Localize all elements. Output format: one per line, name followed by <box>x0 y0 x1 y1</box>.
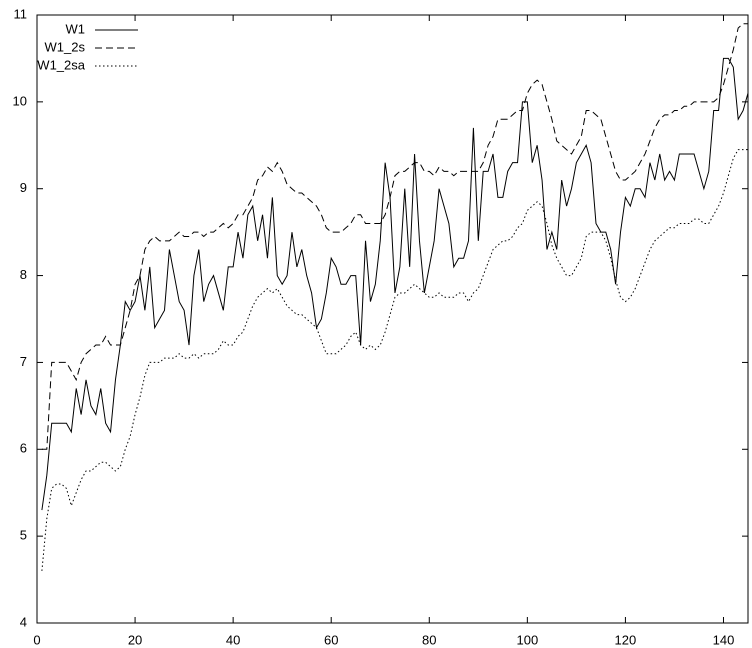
y-tick-label: 10 <box>13 93 27 108</box>
y-tick-label: 4 <box>20 614 27 629</box>
series-line <box>41 57 749 511</box>
x-tick-label: 40 <box>226 632 240 647</box>
y-tick-label: 9 <box>20 180 27 195</box>
x-tick-label: 0 <box>33 632 40 647</box>
x-tick-label: 120 <box>615 632 637 647</box>
y-tick-label: 8 <box>20 267 27 282</box>
x-tick-label: 60 <box>324 632 338 647</box>
legend-label: W1_2sa <box>37 57 85 72</box>
x-tick-label: 20 <box>128 632 142 647</box>
y-tick-label: 11 <box>14 6 28 21</box>
series-line <box>41 149 748 571</box>
x-tick-label: 80 <box>422 632 436 647</box>
series-line <box>41 23 748 450</box>
y-tick-label: 6 <box>20 441 27 456</box>
legend-label: W1_2s <box>45 39 86 54</box>
y-tick-label: 7 <box>20 354 27 369</box>
y-tick-label: 5 <box>20 528 27 543</box>
plot-frame <box>36 14 749 624</box>
x-tick-label: 100 <box>516 632 538 647</box>
legend-label: W1 <box>66 21 86 36</box>
x-tick-label: 140 <box>713 632 735 647</box>
